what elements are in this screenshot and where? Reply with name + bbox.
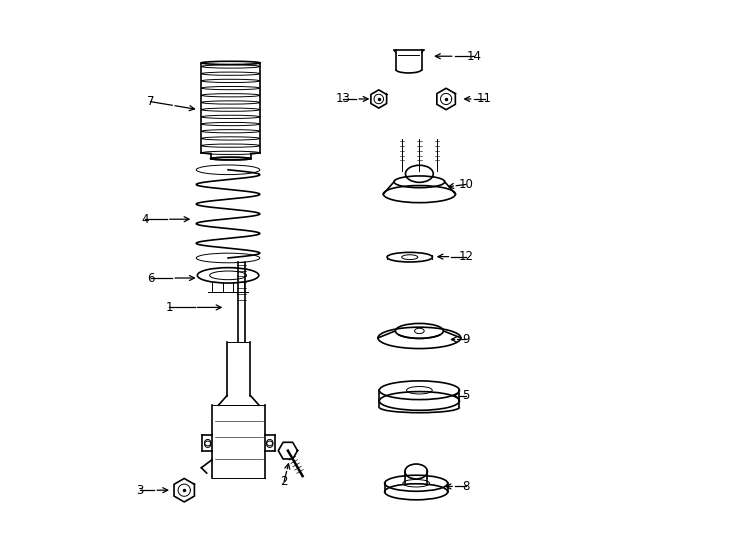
Text: 7: 7	[147, 95, 154, 108]
Text: 14: 14	[466, 50, 482, 63]
Text: 3: 3	[137, 484, 144, 497]
Text: 4: 4	[142, 213, 149, 226]
Text: 9: 9	[462, 333, 470, 346]
Text: 13: 13	[335, 92, 350, 105]
Ellipse shape	[211, 157, 251, 160]
Text: 6: 6	[147, 272, 154, 285]
Text: 1: 1	[165, 301, 173, 314]
Text: 10: 10	[459, 178, 473, 191]
Text: 2: 2	[280, 475, 288, 488]
Text: 8: 8	[462, 480, 470, 493]
Text: 12: 12	[458, 250, 473, 263]
Text: 11: 11	[477, 92, 492, 105]
Text: 5: 5	[462, 389, 470, 402]
